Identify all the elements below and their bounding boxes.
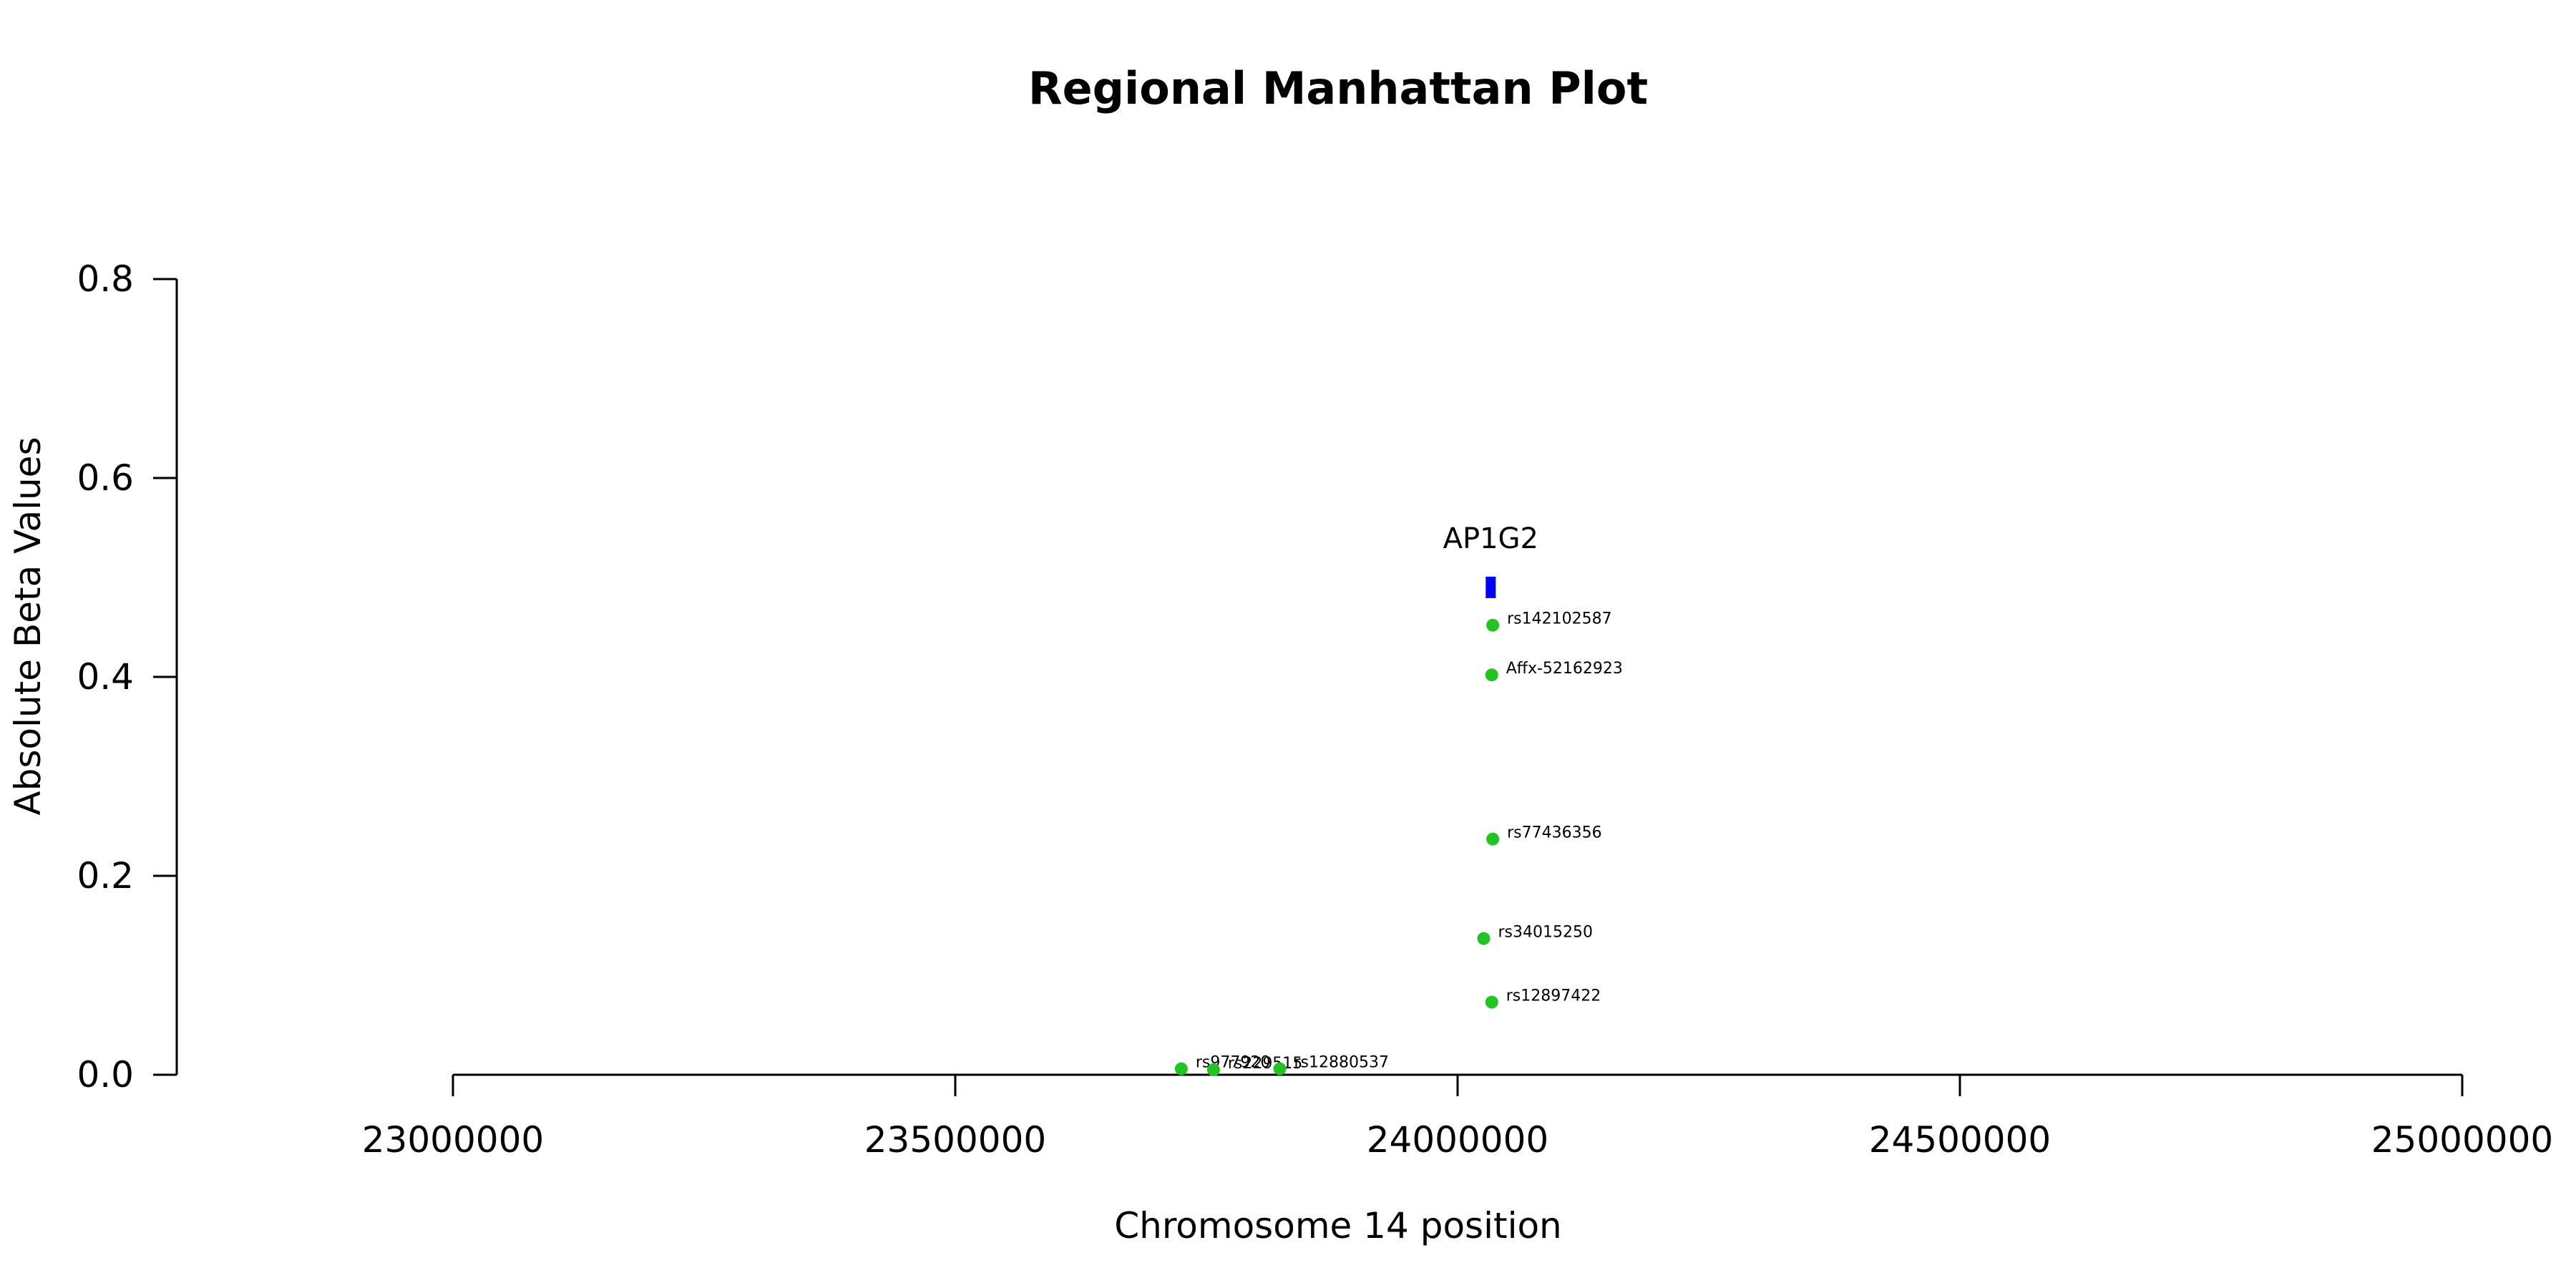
y-axis-label: Absolute Beta Values	[7, 437, 49, 816]
y-tick-label: 0.8	[77, 258, 134, 300]
chart-title: Regional Manhattan Plot	[1028, 62, 1648, 114]
x-tick-label: 23000000	[362, 1119, 545, 1161]
snp-label: rs77436356	[1507, 824, 1601, 842]
gene-track: AP1G2	[1443, 522, 1538, 598]
snp-label: Affx-52162923	[1506, 660, 1623, 678]
x-axis: 23000000 23500000 24000000 24500000 25000000	[362, 1073, 2554, 1161]
snp-label: rs12880537	[1294, 1054, 1388, 1072]
x-tick-label: 25000000	[2371, 1119, 2554, 1161]
gene-label: AP1G2	[1443, 522, 1538, 555]
snp-label: rs142102587	[1507, 610, 1611, 628]
snp-point	[1206, 1063, 1220, 1077]
snp-point	[1486, 832, 1500, 846]
y-tick-label: 0.0	[77, 1054, 134, 1096]
snp-point	[1273, 1062, 1287, 1075]
snp-points: rs142102587 Affx-52162923 rs77436356 rs3401…	[1174, 610, 1623, 1077]
snp-label: rs229515	[1228, 1055, 1303, 1073]
x-tick-label: 24000000	[1367, 1119, 1549, 1161]
x-tick-label: 23500000	[864, 1119, 1047, 1161]
snp-label: rs34015250	[1498, 924, 1593, 942]
x-axis-label: Chromosome 14 position	[1114, 1205, 1562, 1246]
gene-marker	[1485, 576, 1496, 598]
y-tick-label: 0.4	[77, 656, 134, 698]
snp-point	[1174, 1062, 1188, 1075]
snp-point	[1485, 995, 1498, 1009]
y-tick-label: 0.2	[77, 855, 134, 897]
snp-point	[1486, 618, 1500, 632]
y-axis: 0.0 0.2 0.4 0.6 0.8	[77, 258, 178, 1096]
snp-label: rs12897422	[1506, 987, 1601, 1005]
snp-point	[1477, 932, 1491, 945]
snp-point	[1485, 668, 1498, 682]
y-tick-label: 0.6	[77, 457, 134, 499]
x-tick-label: 24500000	[1869, 1119, 2051, 1161]
